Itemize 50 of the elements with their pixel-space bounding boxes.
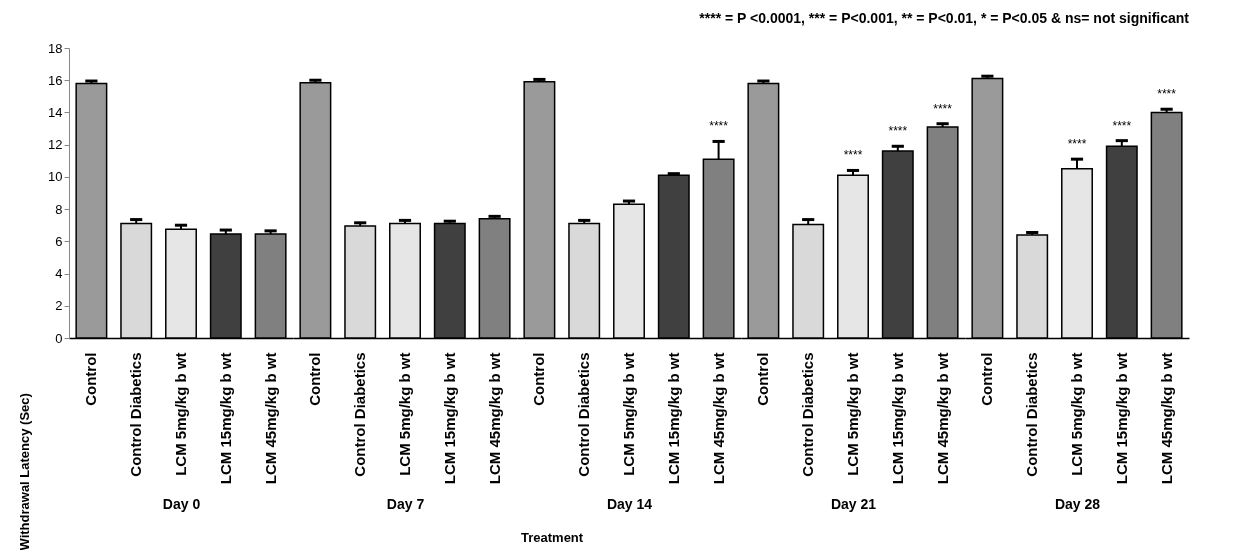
x-axis-title: Day 14 <box>606 496 653 513</box>
x-tick-label: Control Diabetics <box>799 352 817 477</box>
x-tick-label: Control Diabetics <box>1023 352 1041 477</box>
y-tick-label: 0 <box>55 330 63 346</box>
y-tick-label: 14 <box>48 104 63 120</box>
data-label: **** <box>1112 118 1132 133</box>
x-tick-label: Control Diabetics <box>575 352 593 477</box>
x-tick-label: Control <box>978 352 996 406</box>
x-axis-title: Day 28 <box>1054 496 1101 513</box>
x-axis-title: Day 7 <box>386 496 425 513</box>
y-tick-label: 16 <box>48 72 63 88</box>
y-tick-label: 2 <box>55 298 63 314</box>
x-tick-label: LCM 15mg/kg b wt <box>1112 352 1130 485</box>
x-tick-label: LCM 15mg/kg b wt <box>440 352 458 485</box>
x-tick-label: Control Diabetics <box>127 352 145 477</box>
x-tick-label: Control <box>82 352 100 406</box>
y-tick-label: 4 <box>55 266 63 282</box>
y-tick-label: 10 <box>48 169 63 185</box>
data-label: **** <box>1157 87 1177 102</box>
x-tick-label: LCM 45mg/kg b wt <box>261 352 279 485</box>
data-label: **** <box>843 148 863 163</box>
y-tick-label: 18 <box>48 40 63 56</box>
x-tick-label: LCM 5mg/kg b wt <box>620 352 637 476</box>
x-tick-label: LCM 15mg/kg b wt <box>216 352 234 485</box>
x-tick-label: LCM 5mg/kg b wt <box>1068 352 1085 476</box>
x-tick-label: LCM 5mg/kg b wt <box>844 352 861 476</box>
y-tick-label: 6 <box>55 233 63 249</box>
x-tick-label: LCM 45mg/kg b wt <box>485 352 503 485</box>
x-tick-label: LCM 15mg/kg b wt <box>664 352 682 485</box>
y-tick-label: 12 <box>48 137 63 153</box>
y-axis-title: Withdrawal Latency (Sec) <box>16 393 32 551</box>
x-axis-title: Day 0 <box>162 496 201 513</box>
data-label: **** <box>888 124 908 139</box>
data-label: **** <box>709 119 729 134</box>
x-tick-label: Control <box>754 352 772 406</box>
x-tick-label: Control <box>530 352 548 406</box>
data-label: **** <box>933 101 953 116</box>
x-tick-label: LCM 45mg/kg b wt <box>709 352 727 485</box>
x-tick-label: LCM 15mg/kg b wt <box>888 352 906 485</box>
x-axis-title: Day 21 <box>830 496 877 513</box>
x-tick-label: LCM 5mg/kg b wt <box>396 352 413 476</box>
text: **** = P <0.0001, *** = P<0.001, ** = P<0.01, * = P<0.05 & ns= not significant <box>699 10 1190 26</box>
x-tick-label: Control <box>306 352 324 406</box>
x-tick-label: LCM 5mg/kg b wt <box>172 352 189 476</box>
x-tick-label: LCM 45mg/kg b wt <box>1157 352 1175 485</box>
text: Treatment <box>521 530 584 545</box>
y-tick-label: 8 <box>55 201 63 217</box>
x-tick-label: Control Diabetics <box>351 352 369 477</box>
x-tick-label: LCM 45mg/kg b wt <box>933 352 951 485</box>
data-label: **** <box>1067 137 1087 152</box>
